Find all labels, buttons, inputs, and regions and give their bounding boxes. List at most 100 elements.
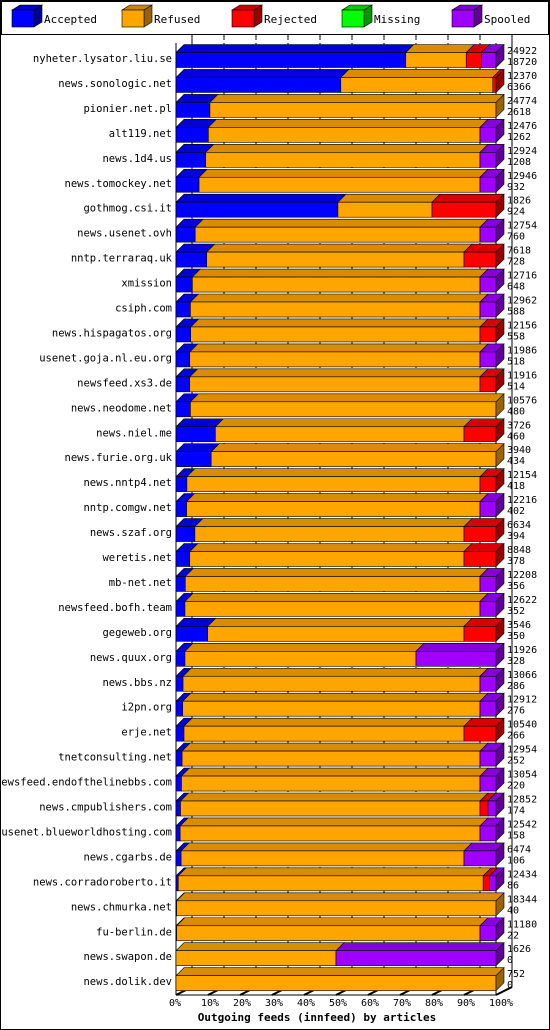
bar-side-face	[495, 767, 505, 792]
bar-segment-accepted	[175, 800, 181, 817]
bar-top-spooled	[335, 942, 505, 952]
host-label: news.bbs.nz	[102, 677, 172, 689]
host-label: fu-berlin.de	[96, 926, 172, 938]
bar-top-refused	[209, 94, 505, 103]
bar-side-face	[495, 917, 505, 942]
accepted-value-label: 0	[507, 955, 513, 966]
bar-top-refused	[189, 543, 473, 552]
offered-value-label: 6634	[507, 520, 531, 531]
legend-swatch-accepted	[11, 9, 35, 28]
bar-segment-spooled	[479, 276, 497, 293]
offered-value-label: 3546	[507, 620, 531, 631]
bar-segment-accepted	[175, 77, 342, 93]
accepted-value-label: 514	[507, 381, 525, 392]
accepted-value-label: 924	[507, 207, 525, 218]
accepted-value-label: 286	[507, 681, 525, 692]
bar-side-face	[495, 567, 505, 593]
host-label: usenet.goja.nl.eu.org	[39, 352, 172, 364]
bar-segment-refused	[205, 152, 481, 168]
bar-segment-accepted	[175, 501, 187, 517]
host-label: alt119.net	[109, 128, 172, 140]
bar-segment-accepted	[175, 376, 191, 393]
bar-side-face	[495, 817, 505, 842]
bar-side-face	[495, 243, 505, 268]
bar-top-refused	[185, 493, 489, 502]
accepted-value-label: 2618	[507, 107, 531, 118]
accepted-value-label: 378	[507, 556, 525, 567]
offered-value-label: 8848	[507, 545, 531, 556]
accepted-value-label: 86	[507, 880, 519, 891]
bar-segment-refused	[190, 401, 497, 418]
offered-value-label: 12154	[507, 470, 537, 481]
bar-top-refused	[207, 119, 489, 128]
bar-segment-accepted	[175, 675, 184, 692]
bar-top-refused	[179, 817, 489, 827]
bar-segment-refused	[194, 526, 465, 542]
bar-segment-spooled	[415, 650, 497, 667]
accepted-value-label: 18720	[507, 57, 537, 68]
bar-top-refused	[189, 393, 505, 403]
offered-value-label: 12156	[507, 320, 537, 331]
bar-segment-spooled	[479, 576, 497, 592]
bar-top-refused	[175, 892, 505, 902]
host-label: erje.net	[121, 727, 172, 739]
bar-side-face	[495, 742, 505, 767]
offered-value-label: 12962	[507, 296, 537, 307]
bar-segment-refused	[190, 326, 481, 343]
accepted-value-label: 276	[507, 706, 525, 717]
bar-segment-rejected	[479, 476, 497, 492]
bar-segment-refused	[181, 775, 481, 792]
legend-label-rejected: Rejected	[264, 13, 317, 26]
bar-segment-accepted	[175, 725, 185, 742]
x-axis-title: Outgoing feeds (innfeed) by articles	[198, 1011, 436, 1024]
bar-top-refused	[189, 293, 489, 303]
bar-top-refused	[198, 168, 489, 178]
legend-label-refused: Refused	[154, 13, 200, 26]
bar-top-refused	[206, 618, 473, 627]
bar-segment-accepted	[175, 176, 200, 193]
bar-segment-refused	[180, 850, 465, 867]
bar-segment-refused	[180, 800, 481, 817]
bar-top-refused	[194, 518, 473, 527]
bar-segment-spooled	[479, 351, 497, 368]
host-label: gegeweb.org	[102, 627, 172, 639]
bar-side-face	[495, 318, 505, 343]
bar-segment-accepted	[175, 351, 191, 368]
bar-segment-spooled	[479, 750, 497, 767]
host-label: news.hispagatos.org	[52, 327, 172, 339]
host-label: news.sonologic.net	[58, 78, 172, 90]
accepted-value-label: 434	[507, 456, 525, 467]
offered-value-label: 12370	[507, 71, 537, 82]
bar-segment-refused	[194, 226, 481, 243]
host-label: news.nntp4.net	[83, 477, 172, 489]
host-label: news.cgarbs.de	[83, 851, 172, 863]
bar-top-refused	[189, 318, 489, 328]
bar-segment-accepted	[175, 551, 191, 567]
host-label: news.usenet.ovh	[77, 228, 172, 240]
bar-segment-refused	[337, 201, 433, 218]
bar-segment-accepted	[175, 401, 191, 418]
bar-top-refused	[405, 44, 475, 53]
host-label: news.corradoroberto.it	[33, 876, 172, 888]
offered-value-label: 24774	[507, 96, 537, 107]
bar-segment-accepted	[175, 102, 211, 118]
bar-segment-accepted	[175, 276, 193, 293]
accepted-value-label: 402	[507, 506, 525, 517]
bar-segment-rejected	[463, 725, 497, 742]
bar-segment-refused	[184, 601, 481, 617]
accepted-value-label: 252	[507, 756, 525, 767]
bar-top-accepted	[175, 69, 350, 78]
bar-side-face	[495, 717, 505, 742]
bar-segment-accepted	[175, 476, 188, 492]
x-tick-mark	[495, 986, 513, 996]
bar-segment-refused	[182, 700, 481, 717]
bar-side-face	[495, 143, 505, 169]
offered-value-label: 24922	[507, 46, 537, 57]
x-tick-label: 0%	[169, 998, 181, 1009]
offered-value-label: 12954	[507, 745, 537, 756]
host-label: newsfeed.xs3.de	[77, 377, 172, 389]
bar-top-refused	[340, 69, 502, 78]
host-label: mb-net.net	[109, 577, 172, 589]
host-label: news.chmurka.net	[71, 901, 172, 913]
